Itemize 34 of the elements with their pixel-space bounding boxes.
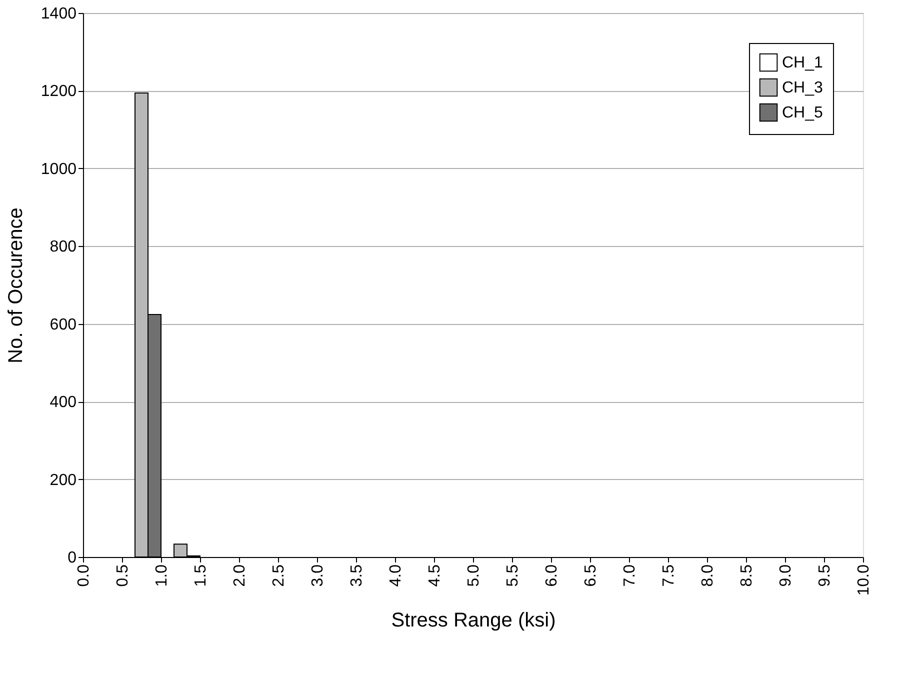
- x-tick-label: 10.0: [856, 564, 872, 596]
- y-tick-label: 400: [50, 394, 77, 412]
- x-tick-label: 5.5: [504, 564, 522, 587]
- legend-label: CH_5: [782, 104, 824, 122]
- x-tick-label: 4.0: [388, 564, 404, 587]
- y-axis-title: No. of Occurence: [4, 208, 27, 364]
- x-axis-title: Stress Range (ksi): [391, 610, 556, 632]
- x-tick-label: 7.5: [660, 564, 678, 587]
- y-tick-label: 1200: [40, 83, 77, 100]
- y-tick-label: 600: [50, 316, 77, 334]
- x-tick-label: 3.0: [310, 564, 326, 587]
- legend-label: CH_3: [782, 80, 824, 96]
- y-tick-label: 0: [68, 550, 77, 566]
- x-tick-label: 0.5: [114, 564, 132, 587]
- legend-label: CH_1: [782, 54, 824, 72]
- y-tick-label: 1400: [40, 6, 77, 22]
- x-tick-label: 7.0: [622, 564, 638, 587]
- x-tick-label: 3.5: [348, 564, 366, 587]
- x-tick-label: 6.0: [544, 564, 560, 587]
- x-tick-label: 0.0: [76, 564, 92, 587]
- x-tick-label: 5.0: [466, 564, 482, 587]
- y-tick-label: 1000: [40, 160, 77, 178]
- x-tick-label: 4.5: [426, 564, 444, 587]
- x-tick-label: 8.5: [738, 564, 756, 587]
- x-tick-label: 1.0: [154, 564, 170, 587]
- x-tick-label: 9.5: [816, 564, 834, 587]
- x-tick-label: 8.0: [700, 564, 716, 587]
- x-tick-label: 2.0: [232, 564, 248, 587]
- x-tick-label: 2.5: [270, 564, 288, 587]
- x-tick-label: 1.5: [192, 564, 210, 587]
- y-tick-label: 800: [50, 238, 77, 256]
- x-tick-label: 9.0: [778, 564, 794, 587]
- x-tick-label: 6.5: [582, 564, 600, 587]
- y-tick-label: 200: [50, 472, 77, 489]
